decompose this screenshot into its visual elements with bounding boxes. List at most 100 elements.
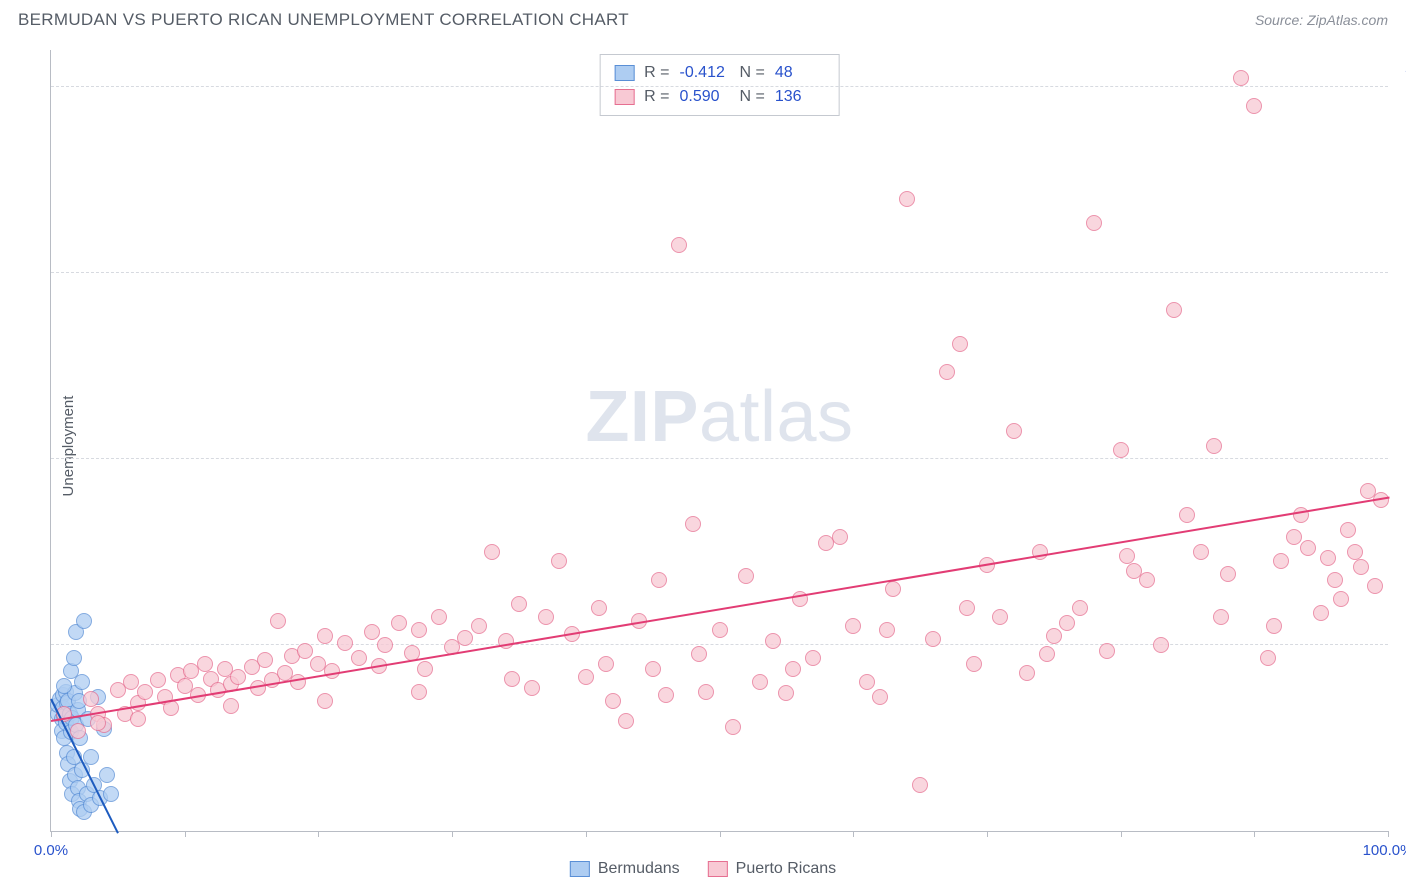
data-point xyxy=(70,723,86,739)
data-point xyxy=(578,669,594,685)
data-point xyxy=(99,767,115,783)
data-point xyxy=(270,613,286,629)
data-point xyxy=(411,684,427,700)
data-point xyxy=(1333,591,1349,607)
data-point xyxy=(1119,548,1135,564)
gridline xyxy=(51,86,1388,87)
data-point xyxy=(1313,605,1329,621)
data-point xyxy=(645,661,661,677)
data-point xyxy=(658,687,674,703)
data-point xyxy=(1266,618,1282,634)
y-tick-label: 10.0% xyxy=(1393,620,1406,637)
data-point xyxy=(524,680,540,696)
stats-r-value-1: 0.590 xyxy=(680,85,730,109)
data-point xyxy=(74,674,90,690)
data-point xyxy=(1113,442,1129,458)
data-point xyxy=(1179,507,1195,523)
x-tick-mark xyxy=(720,831,721,837)
data-point xyxy=(90,715,106,731)
x-tick-mark xyxy=(51,831,52,837)
data-point xyxy=(1320,550,1336,566)
chart-title: BERMUDAN VS PUERTO RICAN UNEMPLOYMENT CO… xyxy=(18,10,629,30)
data-point xyxy=(103,786,119,802)
stats-row-0: R = -0.412 N = 48 xyxy=(614,61,825,85)
data-point xyxy=(879,622,895,638)
watermark: ZIPatlas xyxy=(585,376,853,458)
data-point xyxy=(1213,609,1229,625)
data-point xyxy=(56,678,72,694)
data-point xyxy=(785,661,801,677)
data-point xyxy=(591,600,607,616)
data-point xyxy=(1166,302,1182,318)
watermark-atlas: atlas xyxy=(699,377,854,457)
data-point xyxy=(1193,544,1209,560)
x-tick-mark xyxy=(853,831,854,837)
stats-n-value-1: 136 xyxy=(775,85,825,109)
data-point xyxy=(504,671,520,687)
data-point xyxy=(966,656,982,672)
chart-area: ZIPatlas R = -0.412 N = 48 R = 0.590 N =… xyxy=(50,50,1388,832)
data-point xyxy=(351,650,367,666)
y-tick-label: 40.0% xyxy=(1393,62,1406,79)
data-point xyxy=(1273,553,1289,569)
data-point xyxy=(223,698,239,714)
data-point xyxy=(712,622,728,638)
data-point xyxy=(337,635,353,651)
data-point xyxy=(411,622,427,638)
data-point xyxy=(1353,559,1369,575)
data-point xyxy=(698,684,714,700)
data-point xyxy=(752,674,768,690)
data-point xyxy=(671,237,687,253)
data-point xyxy=(598,656,614,672)
data-point xyxy=(1233,70,1249,86)
data-point xyxy=(66,650,82,666)
stats-r-label-0: R = xyxy=(644,61,669,85)
x-tick-mark xyxy=(1121,831,1122,837)
data-point xyxy=(1206,438,1222,454)
data-point xyxy=(899,191,915,207)
data-point xyxy=(1072,600,1088,616)
data-point xyxy=(685,516,701,532)
data-point xyxy=(484,544,500,560)
data-point xyxy=(83,749,99,765)
data-point xyxy=(130,711,146,727)
data-point xyxy=(885,581,901,597)
data-point xyxy=(1347,544,1363,560)
data-point xyxy=(952,336,968,352)
data-point xyxy=(605,693,621,709)
data-point xyxy=(1153,637,1169,653)
data-point xyxy=(417,661,433,677)
gridline xyxy=(51,458,1388,459)
data-point xyxy=(377,637,393,653)
data-point xyxy=(1039,646,1055,662)
gridline xyxy=(51,272,1388,273)
data-point xyxy=(992,609,1008,625)
data-point xyxy=(845,618,861,634)
x-tick-label: 0.0% xyxy=(34,842,68,859)
x-tick-mark xyxy=(1254,831,1255,837)
data-point xyxy=(431,609,447,625)
x-tick-mark xyxy=(1388,831,1389,837)
data-point xyxy=(859,674,875,690)
x-tick-mark xyxy=(452,831,453,837)
stats-row-1: R = 0.590 N = 136 xyxy=(614,85,825,109)
data-point xyxy=(778,685,794,701)
stats-r-value-0: -0.412 xyxy=(680,61,730,85)
data-point xyxy=(317,628,333,644)
legend-label-bermudans: Bermudans xyxy=(598,860,680,878)
data-point xyxy=(538,609,554,625)
data-point xyxy=(925,631,941,647)
data-point xyxy=(1059,615,1075,631)
data-point xyxy=(1260,650,1276,666)
data-point xyxy=(1099,643,1115,659)
data-point xyxy=(1046,628,1062,644)
gridline xyxy=(51,644,1388,645)
data-point xyxy=(832,529,848,545)
data-point xyxy=(137,684,153,700)
legend-item-puerto-ricans: Puerto Ricans xyxy=(708,860,837,878)
data-point xyxy=(939,364,955,380)
data-point xyxy=(1367,578,1383,594)
legend-swatch-puerto-ricans xyxy=(708,861,728,877)
data-point xyxy=(1139,572,1155,588)
legend-swatch-bermudans xyxy=(570,861,590,877)
